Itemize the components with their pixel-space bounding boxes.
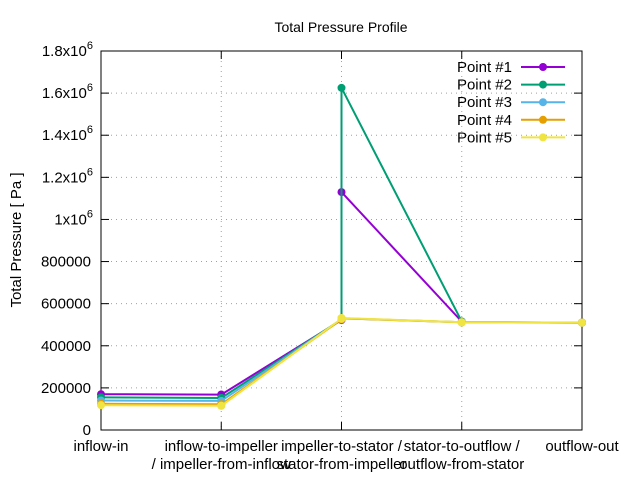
legend-swatch-marker bbox=[539, 98, 547, 107]
x-tick-label: inflow-in bbox=[73, 438, 128, 455]
legend-item: Point #3 bbox=[457, 94, 565, 111]
y-tick-label: 1.2x106 bbox=[42, 166, 93, 186]
legend-swatch-marker bbox=[539, 63, 547, 71]
y-tick-label: 800000 bbox=[41, 254, 91, 271]
y-tick-label: 600000 bbox=[41, 296, 91, 313]
x-tick-label-line2: outflow-from-stator bbox=[399, 456, 524, 473]
x-tick-label-line2: / impeller-from-inflow bbox=[152, 456, 291, 473]
x-tick-label: outflow-out bbox=[545, 438, 619, 455]
legend-item: Point #1 bbox=[457, 59, 565, 76]
legend-item: Point #4 bbox=[457, 112, 565, 129]
legend-label: Point #5 bbox=[457, 129, 512, 146]
y-tick-label: 1.4x106 bbox=[42, 124, 93, 144]
y-tick-label: 400000 bbox=[41, 338, 91, 355]
legend-label: Point #2 bbox=[457, 77, 512, 94]
y-axis-ticks: 0 200000 400000 600000 800000 1x106 1.2x106 1.4… bbox=[41, 40, 582, 439]
data-point bbox=[217, 401, 226, 410]
x-axis-ticks: inflow-in inflow-to-impeller/ impeller-fr… bbox=[73, 51, 620, 473]
legend-swatch-marker bbox=[539, 115, 547, 124]
legend-label: Point #1 bbox=[457, 59, 512, 76]
x-tick-label-line2: stator-from-impeller bbox=[276, 456, 406, 473]
y-tick-label: 1.6x106 bbox=[42, 82, 93, 102]
legend-swatch-marker bbox=[539, 80, 547, 89]
series-group bbox=[97, 83, 586, 410]
series-5 bbox=[97, 313, 586, 410]
data-point bbox=[337, 83, 346, 92]
x-tick-label: inflow-to-impeller bbox=[165, 438, 278, 455]
data-point bbox=[457, 318, 466, 327]
y-tick-label: 1x106 bbox=[54, 208, 93, 228]
y-tick-label: 1.8x106 bbox=[42, 40, 93, 60]
x-tick-label: impeller-to-stator / bbox=[281, 438, 403, 455]
data-point bbox=[578, 318, 586, 327]
legend-label: Point #4 bbox=[457, 112, 512, 129]
y-tick-label: 200000 bbox=[41, 380, 91, 397]
x-tick-label: stator-to-outflow / bbox=[404, 438, 521, 455]
data-point bbox=[97, 401, 105, 410]
series-2 bbox=[97, 83, 586, 402]
legend-item: Point #2 bbox=[457, 77, 565, 94]
legend-swatch-marker bbox=[539, 133, 547, 142]
series-line bbox=[100, 317, 583, 402]
y-tick-label: 0 bbox=[83, 422, 91, 439]
legend-label: Point #3 bbox=[457, 94, 512, 111]
y-axis-label: Total Pressure [ Pa ] bbox=[8, 172, 25, 307]
data-point bbox=[337, 313, 346, 322]
chart-title: Total Pressure Profile bbox=[274, 19, 407, 35]
legend-item: Point #5 bbox=[457, 129, 565, 146]
